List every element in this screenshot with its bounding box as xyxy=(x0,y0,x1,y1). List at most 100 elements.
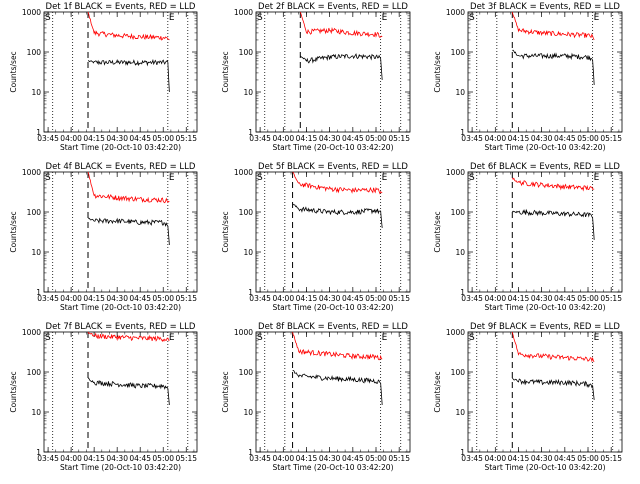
x-tick-label: 04:45 xyxy=(554,294,576,303)
subplot-det-3: Det 3f BLACK = Events, RED = LLD 1 10 100 10… xyxy=(433,2,623,152)
x-tick-label: 05:15 xyxy=(175,134,197,143)
x-tick-label: 04:15 xyxy=(83,134,105,143)
end-marker-label: E xyxy=(594,333,600,343)
start-marker-label: S xyxy=(45,173,51,183)
y-axis-label: Counts/sec xyxy=(221,371,230,412)
x-tick-label: 04:00 xyxy=(60,134,82,143)
x-tick-label: 04:15 xyxy=(296,134,318,143)
subplot-det-6: Det 6f BLACK = Events, RED = LLD 1 10 100 10… xyxy=(433,162,623,312)
events-series-line xyxy=(300,53,383,80)
y-tick-label: 1 xyxy=(460,128,465,137)
y-tick-label: 10 xyxy=(455,408,465,417)
y-tick-label: 100 xyxy=(27,368,42,377)
y-axis-label: Counts/sec xyxy=(433,371,442,412)
x-axis-label: Start Time (20-Oct-10 03:42:20) xyxy=(272,303,393,312)
y-tick-label: 10 xyxy=(31,408,41,417)
x-tick-label: 04:30 xyxy=(319,294,341,303)
plot-title: Det 9f BLACK = Events, RED = LLD xyxy=(470,322,620,332)
x-tick-label: 04:15 xyxy=(508,294,530,303)
x-tick-label: 05:00 xyxy=(577,134,599,143)
y-tick-label: 1 xyxy=(36,448,41,457)
x-tick-label: 05:00 xyxy=(577,294,599,303)
x-tick-label: 05:00 xyxy=(152,454,174,463)
y-tick-label: 10 xyxy=(243,88,253,97)
subplot-det-4: Det 4f BLACK = Events, RED = LLD 1 10 100 10… xyxy=(9,162,198,312)
x-tick-label: 04:45 xyxy=(129,134,151,143)
y-tick-label: 10 xyxy=(243,248,253,257)
subplot-det-2: Det 2f BLACK = Events, RED = LLD 1 10 100 10… xyxy=(221,2,411,152)
axes-frame xyxy=(43,331,198,453)
axes-frame xyxy=(467,331,623,453)
plot-title: Det 5f BLACK = Events, RED = LLD xyxy=(258,162,408,172)
y-axis-label: Counts/sec xyxy=(9,371,18,412)
subplot-det-5: Det 5f BLACK = Events, RED = LLD 1 10 100 10… xyxy=(221,162,411,312)
start-marker-label: S xyxy=(257,333,263,343)
x-tick-label: 05:00 xyxy=(365,454,387,463)
x-axis-label: Start Time (20-Oct-10 03:42:20) xyxy=(60,303,181,312)
x-tick-label: 03:45 xyxy=(461,294,483,303)
events-series-line xyxy=(512,208,595,240)
plot-title: Det 3f BLACK = Events, RED = LLD xyxy=(470,2,620,12)
x-axis-label: Start Time (20-Oct-10 03:42:20) xyxy=(484,303,605,312)
x-axis-label: Start Time (20-Oct-10 03:42:20) xyxy=(272,143,393,152)
y-tick-label: 1 xyxy=(36,128,41,137)
events-series-line xyxy=(292,369,383,405)
y-tick-label: 1 xyxy=(248,448,253,457)
end-marker-label: E xyxy=(594,173,600,183)
x-axis-label: Start Time (20-Oct-10 03:42:20) xyxy=(272,463,393,472)
x-tick-label: 04:15 xyxy=(83,454,105,463)
x-tick-label: 03:45 xyxy=(461,134,483,143)
lld-series-line xyxy=(511,177,595,192)
x-tick-label: 05:15 xyxy=(388,134,410,143)
axes-frame xyxy=(43,11,198,133)
y-tick-label: 10 xyxy=(31,88,41,97)
lld-series-line xyxy=(87,11,170,41)
y-tick-label: 100 xyxy=(239,48,254,57)
x-axis-label: Start Time (20-Oct-10 03:42:20) xyxy=(60,143,181,152)
x-tick-label: 04:30 xyxy=(106,454,128,463)
start-marker-label: S xyxy=(257,173,263,183)
y-tick-label: 10 xyxy=(243,408,253,417)
y-tick-label: 1000 xyxy=(22,168,41,177)
y-tick-label: 10 xyxy=(31,248,41,257)
x-tick-label: 03:45 xyxy=(249,294,271,303)
plot-title: Det 8f BLACK = Events, RED = LLD xyxy=(258,322,408,332)
start-marker-label: S xyxy=(469,333,475,343)
lld-series-line xyxy=(292,171,383,195)
x-axis-label: Start Time (20-Oct-10 03:42:20) xyxy=(484,143,605,152)
axes-frame xyxy=(255,171,411,293)
plot-title: Det 6f BLACK = Events, RED = LLD xyxy=(470,162,620,172)
end-marker-label: E xyxy=(382,173,388,183)
x-tick-label: 04:30 xyxy=(531,134,553,143)
y-tick-label: 1000 xyxy=(446,168,465,177)
end-marker-label: E xyxy=(382,333,388,343)
subplot-det-8: Det 8f BLACK = Events, RED = LLD 1 10 100 10… xyxy=(221,322,411,472)
y-tick-label: 1000 xyxy=(22,8,41,17)
x-tick-label: 05:00 xyxy=(365,134,387,143)
x-axis-label: Start Time (20-Oct-10 03:42:20) xyxy=(60,463,181,472)
x-tick-label: 04:00 xyxy=(484,134,506,143)
events-series-line xyxy=(87,217,170,245)
y-tick-label: 1 xyxy=(460,288,465,297)
lld-series-line xyxy=(87,331,170,343)
x-tick-label: 04:00 xyxy=(272,454,294,463)
lld-series-line xyxy=(511,331,595,363)
start-marker-label: S xyxy=(469,13,475,23)
y-tick-label: 100 xyxy=(451,368,466,377)
axes-frame xyxy=(255,331,411,453)
plot-title: Det 2f BLACK = Events, RED = LLD xyxy=(258,2,408,12)
axes-frame xyxy=(467,11,623,133)
x-tick-label: 05:15 xyxy=(600,294,622,303)
end-marker-label: E xyxy=(169,173,175,183)
plot-title: Det 1f BLACK = Events, RED = LLD xyxy=(46,2,196,12)
end-marker-label: E xyxy=(382,13,388,23)
y-tick-label: 1000 xyxy=(22,328,41,337)
x-tick-label: 04:30 xyxy=(106,294,128,303)
subplot-det-9: Det 9f BLACK = Events, RED = LLD 1 10 100 10… xyxy=(433,322,623,472)
y-axis-label: Counts/sec xyxy=(9,211,18,252)
x-tick-label: 04:45 xyxy=(342,294,364,303)
y-axis-label: Counts/sec xyxy=(433,211,442,252)
start-marker-label: S xyxy=(45,13,51,23)
x-tick-label: 05:15 xyxy=(388,294,410,303)
y-tick-label: 1000 xyxy=(446,328,465,337)
